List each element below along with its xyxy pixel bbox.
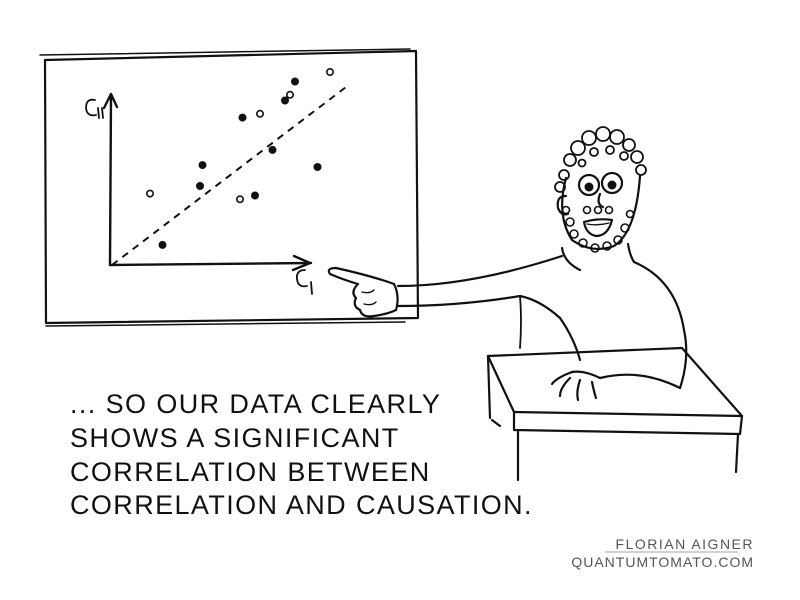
pointing-hand <box>327 266 398 318</box>
data-point <box>196 182 205 191</box>
y-axis <box>108 94 113 267</box>
nose <box>597 192 605 209</box>
artist-website: QUANTUMTOMATO.COM <box>571 554 754 570</box>
data-point <box>255 109 264 118</box>
data-point <box>238 113 247 122</box>
whiteboard <box>39 48 420 327</box>
x-axis <box>108 261 313 267</box>
chart-axes <box>102 92 313 272</box>
torso-right <box>632 260 688 390</box>
resting-arm <box>598 373 682 390</box>
data-point <box>251 191 260 200</box>
data-point <box>146 189 155 198</box>
y-axis-label <box>85 98 104 119</box>
caption-line-1: ... SO OUR DATA CLEARLY <box>70 389 442 419</box>
right-eye <box>600 171 624 195</box>
data-point <box>325 68 334 77</box>
neck-right <box>626 242 636 264</box>
data-points <box>146 68 334 249</box>
caption-line-2: SHOWS A SIGNIFICANT <box>70 423 400 453</box>
data-point <box>198 161 207 170</box>
upper-arm <box>396 254 564 288</box>
y-axis-arrow <box>102 92 119 110</box>
data-point <box>280 96 289 105</box>
data-point <box>290 77 299 86</box>
curly-hair <box>554 126 647 193</box>
x-axis-arrow <box>291 254 312 272</box>
data-point <box>268 145 277 154</box>
data-point <box>285 90 294 99</box>
x-axis-label <box>296 269 313 295</box>
beard <box>561 205 635 253</box>
resting-hand <box>550 370 602 402</box>
lower-arm <box>396 294 562 320</box>
left-eye <box>577 173 601 197</box>
sleeve-cuff <box>392 282 399 312</box>
mouth <box>582 218 614 238</box>
data-point <box>158 240 167 249</box>
lectern <box>486 346 744 482</box>
neck <box>560 246 582 272</box>
artist-credit: FLORIAN AIGNER <box>615 536 754 552</box>
caption-line-4: CORRELATION AND CAUSATION. <box>70 490 533 520</box>
caption-line-3: CORRELATION BETWEEN <box>70 457 431 487</box>
data-point <box>236 195 245 204</box>
presenter-figure <box>327 126 688 402</box>
ear <box>556 194 570 216</box>
data-point <box>313 163 322 172</box>
trend-line <box>111 83 351 266</box>
